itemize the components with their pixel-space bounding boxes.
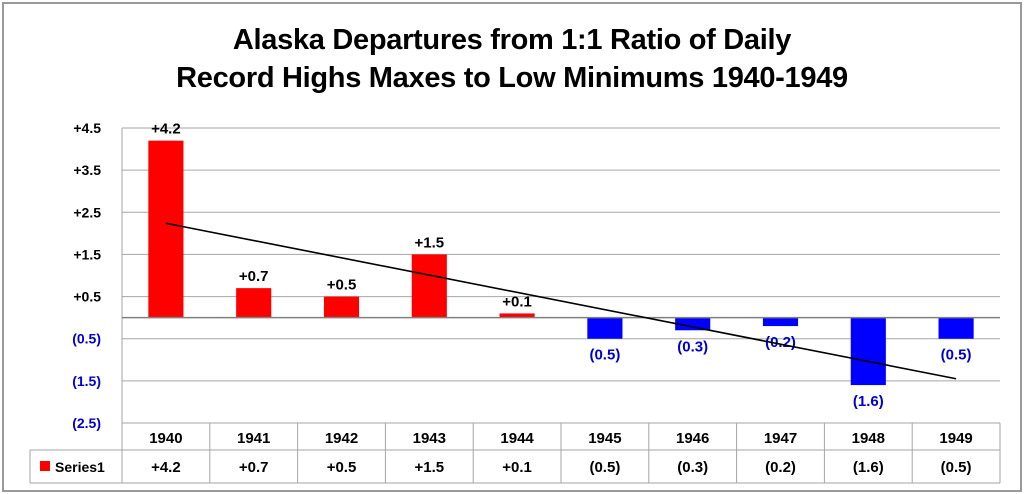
table-value: +0.5 — [327, 459, 357, 476]
data-label: (0.2) — [765, 334, 796, 351]
data-label: (0.5) — [941, 347, 972, 364]
x-tick-label: 1945 — [588, 430, 621, 447]
y-tick-label: +0.5 — [73, 289, 101, 305]
legend-key — [40, 461, 50, 471]
bar — [323, 296, 360, 318]
x-tick-label: 1943 — [413, 430, 446, 447]
data-label: +0.1 — [502, 293, 532, 310]
chart-title-line-1: Alaska Departures from 1:1 Ratio of Dail… — [232, 24, 792, 56]
table-value: +4.2 — [151, 459, 181, 476]
data-label: (0.5) — [589, 347, 620, 364]
y-tick-label: +2.5 — [73, 204, 101, 220]
bar — [850, 317, 886, 386]
x-tick-label: 1944 — [500, 430, 534, 447]
y-tick-label: (1.5) — [72, 373, 101, 389]
table-value: +0.7 — [239, 459, 269, 476]
legend-series-name: Series1 — [55, 459, 105, 475]
y-tick-label: +1.5 — [73, 246, 101, 262]
bar — [938, 317, 974, 339]
y-tick-label: (2.5) — [72, 415, 101, 431]
x-tick-label: 1942 — [325, 430, 358, 447]
data-label: (1.6) — [853, 393, 884, 410]
y-tick-label: +3.5 — [73, 162, 101, 178]
trendline — [165, 222, 957, 380]
bar — [675, 317, 711, 331]
table-value: (1.6) — [853, 459, 884, 476]
y-tick-label: +4.5 — [73, 120, 101, 136]
data-label: +4.2 — [151, 121, 181, 138]
bar — [499, 313, 535, 318]
bar — [236, 288, 272, 318]
bar — [762, 317, 799, 327]
table-value: +1.5 — [414, 459, 444, 476]
table-value: (0.2) — [765, 459, 796, 476]
bar — [411, 254, 447, 318]
x-tick-label: 1941 — [237, 430, 270, 447]
table-value: (0.5) — [589, 459, 620, 476]
table-value: (0.3) — [677, 459, 708, 476]
x-tick-label: 1940 — [149, 430, 182, 447]
data-label: (0.3) — [677, 338, 708, 355]
x-tick-label: 1946 — [676, 430, 709, 447]
data-label: +1.5 — [414, 234, 444, 251]
table-value: (0.5) — [941, 459, 972, 476]
bar — [587, 317, 623, 339]
y-tick-label: (0.5) — [72, 331, 101, 347]
chart-title-line-2: Record Highs Maxes to Low Minimums 1940-… — [176, 62, 848, 94]
table-value: +0.1 — [502, 459, 532, 476]
x-tick-label: 1948 — [852, 430, 885, 447]
x-tick-label: 1949 — [939, 430, 972, 447]
x-tick-label: 1947 — [764, 430, 797, 447]
data-label: +0.7 — [239, 268, 269, 285]
bar — [148, 140, 184, 318]
data-label: +0.5 — [327, 277, 357, 294]
